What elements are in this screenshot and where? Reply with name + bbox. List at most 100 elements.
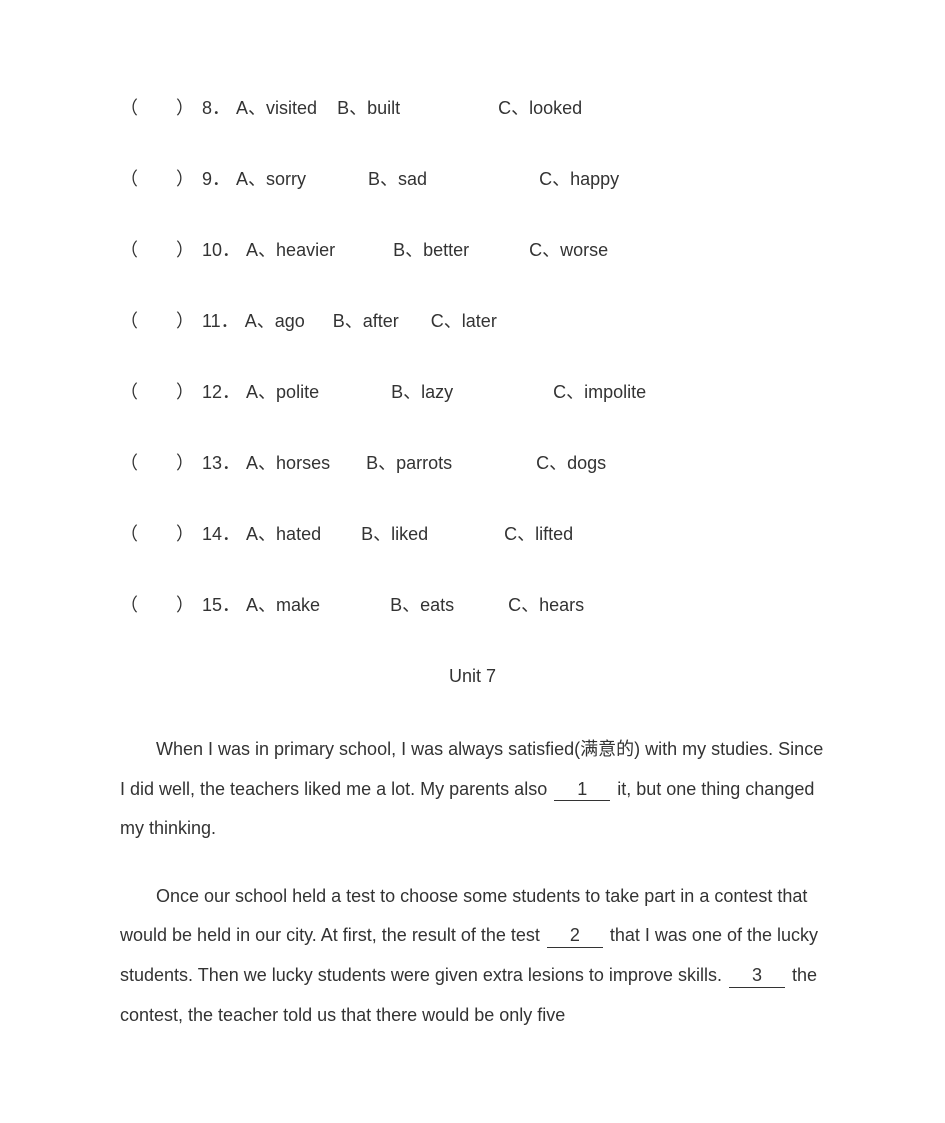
option-a[interactable]: A、ago	[245, 308, 305, 335]
paren-close: ）	[176, 521, 194, 548]
option-letter: C、	[508, 595, 539, 615]
paren-close: ）	[176, 166, 194, 193]
option-letter: B、	[366, 453, 396, 473]
option-b[interactable]: B、lazy	[391, 379, 453, 406]
option-letter: A、	[245, 311, 275, 331]
option-c[interactable]: C、impolite	[553, 379, 646, 406]
option-text: better	[423, 240, 469, 260]
option-text: lifted	[535, 524, 573, 544]
blank-1[interactable]: 1	[554, 779, 610, 802]
question-number: 15．	[202, 595, 240, 615]
option-text: dogs	[567, 453, 606, 473]
option-text: polite	[276, 382, 319, 402]
paren-open: （	[120, 308, 138, 335]
option-a[interactable]: A、make	[246, 592, 320, 619]
option-letter: C、	[498, 98, 529, 118]
question-row: （ ） 14． A、hated B、liked C、lifted	[120, 521, 825, 548]
paren-open: （	[120, 521, 138, 548]
option-letter: C、	[529, 240, 560, 260]
option-b[interactable]: B、sad	[368, 166, 427, 193]
option-a[interactable]: A、sorry	[236, 166, 306, 193]
question-row: （ ） 12． A、polite B、lazy C、impolite	[120, 379, 825, 406]
passage-paragraph-1: When I was in primary school, I was alwa…	[120, 730, 825, 849]
option-text: impolite	[584, 382, 646, 402]
option-a[interactable]: A、heavier	[246, 237, 335, 264]
option-text: eats	[420, 595, 454, 615]
option-text: ago	[275, 311, 305, 331]
option-c[interactable]: C、hears	[508, 592, 584, 619]
option-letter: A、	[236, 98, 266, 118]
option-text: visited	[266, 98, 317, 118]
option-b[interactable]: B、parrots	[366, 450, 452, 477]
question-number: 8．	[202, 98, 230, 118]
question-row: （）15．A、makeB、eatsC、hears	[120, 592, 825, 619]
paren-close: ）	[176, 95, 194, 122]
option-letter: A、	[246, 524, 276, 544]
option-b[interactable]: B、after	[333, 308, 399, 335]
option-c[interactable]: C、later	[431, 308, 497, 335]
option-c[interactable]: C、happy	[539, 166, 619, 193]
paren-open: （	[120, 166, 138, 193]
option-text: make	[276, 595, 320, 615]
blank-3[interactable]: 3	[729, 965, 785, 988]
option-text: after	[363, 311, 399, 331]
option-b[interactable]: B、better	[393, 237, 469, 264]
option-letter: B、	[391, 382, 421, 402]
option-text: horses	[276, 453, 330, 473]
passage-paragraph-2: Once our school held a test to choose so…	[120, 877, 825, 1035]
option-c[interactable]: C、looked	[498, 95, 582, 122]
option-text: heavier	[276, 240, 335, 260]
option-text: liked	[391, 524, 428, 544]
paren-open: （	[120, 379, 138, 406]
paren-close: ）	[176, 379, 194, 406]
blank-2[interactable]: 2	[547, 925, 603, 948]
option-c[interactable]: C、dogs	[536, 450, 606, 477]
option-letter: A、	[246, 382, 276, 402]
option-text: built	[367, 98, 400, 118]
option-a[interactable]: A、polite	[246, 379, 319, 406]
option-b[interactable]: B、liked	[361, 521, 428, 548]
option-letter: B、	[337, 98, 367, 118]
option-c[interactable]: C、lifted	[504, 521, 573, 548]
option-letter: A、	[246, 595, 276, 615]
question-number: 10．	[202, 240, 240, 260]
questions-list: （）8．A、visitedB、builtC、looked（）9．A、sorryB…	[120, 95, 825, 619]
option-letter: A、	[246, 240, 276, 260]
question-number: 13．	[202, 453, 240, 473]
question-row: （）11．A、agoB、afterC、later	[120, 308, 825, 335]
option-letter: B、	[368, 169, 398, 189]
option-a[interactable]: A、horses	[246, 450, 330, 477]
option-letter: B、	[361, 524, 391, 544]
option-letter: C、	[553, 382, 584, 402]
paren-open: （	[120, 237, 138, 264]
option-text: hears	[539, 595, 584, 615]
question-row: （ ） 9． A、sorry B、sad C、happy	[120, 166, 825, 193]
option-text: parrots	[396, 453, 452, 473]
option-text: sad	[398, 169, 427, 189]
option-letter: A、	[236, 169, 266, 189]
option-text: hated	[276, 524, 321, 544]
option-b[interactable]: B、eats	[390, 592, 454, 619]
paren-open: （	[120, 450, 138, 477]
paren-close: ）	[176, 592, 194, 619]
option-a[interactable]: A、visited	[236, 95, 317, 122]
option-text: looked	[529, 98, 582, 118]
option-b[interactable]: B、built	[337, 95, 400, 122]
option-letter: C、	[504, 524, 535, 544]
option-text: lazy	[421, 382, 453, 402]
option-letter: B、	[333, 311, 363, 331]
option-c[interactable]: C、worse	[529, 237, 608, 264]
question-row: （ ） 8． A、visited B、built C、looked	[120, 95, 825, 122]
question-row: （ ） 10． A、heavier B、better C、worse	[120, 237, 825, 264]
option-letter: C、	[431, 311, 462, 331]
option-letter: C、	[536, 453, 567, 473]
unit-title: Unit 7	[120, 663, 825, 690]
paren-open: （	[120, 95, 138, 122]
option-a[interactable]: A、hated	[246, 521, 321, 548]
question-number: 12．	[202, 382, 240, 402]
paren-close: ）	[176, 237, 194, 264]
question-number: 9．	[202, 169, 230, 189]
paren-close: ）	[176, 308, 194, 335]
option-letter: B、	[393, 240, 423, 260]
question-number: 14．	[202, 524, 240, 544]
